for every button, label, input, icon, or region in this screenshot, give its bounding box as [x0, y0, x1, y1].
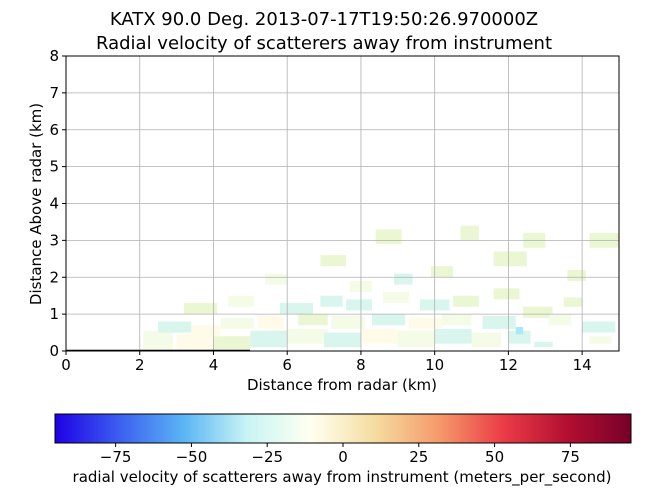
velocity-cell [158, 321, 192, 333]
velocity-cell [471, 332, 502, 348]
velocity-cell [287, 328, 328, 344]
x-tick-label: 0 [61, 356, 71, 374]
colorbar-tick-label: 0 [338, 448, 348, 466]
velocity-cell [567, 269, 586, 281]
velocity-cell [257, 315, 284, 329]
y-axis-label: Distance Above radar (km) [27, 103, 45, 305]
chart-title: KATX 90.0 Deg. 2013-07-17T19:50:26.97000… [109, 9, 539, 30]
velocity-cell [434, 328, 472, 344]
colorbar-tick-label: 50 [485, 448, 504, 466]
y-tick-label: 4 [49, 195, 59, 213]
velocity-cell [360, 328, 398, 344]
velocity-cell [430, 266, 454, 278]
velocity-cell [228, 295, 255, 307]
x-axis-ticks: 0 2 4 6 8 10 12 14 [61, 351, 592, 374]
velocity-cell [320, 255, 347, 267]
velocity-cell [371, 314, 406, 326]
x-tick-label: 6 [282, 356, 292, 374]
velocity-cell [515, 327, 524, 335]
chart-subtitle: Radial velocity of scatterers away from … [95, 33, 553, 54]
velocity-cell [320, 295, 343, 307]
y-tick-label: 3 [49, 231, 59, 249]
velocity-cell [375, 229, 402, 245]
velocity-cell [508, 330, 531, 344]
velocity-cell [453, 295, 479, 307]
velocity-cell [183, 303, 218, 315]
velocity-cell [548, 314, 572, 326]
x-tick-label: 12 [499, 356, 518, 374]
velocity-cell [265, 273, 288, 285]
x-tick-label: 4 [209, 356, 219, 374]
colorbar: −75 −50 −25 0 25 50 75 radial velocity of scat… [54, 413, 632, 487]
y-tick-label: 0 [49, 342, 59, 360]
velocity-cell [191, 325, 221, 337]
colorbar-tick-label: −75 [100, 448, 132, 466]
velocity-cell [250, 330, 288, 348]
velocity-cell [176, 334, 214, 350]
velocity-cell [298, 314, 328, 326]
x-axis-label: Distance from radar (km) [247, 376, 437, 394]
velocity-cell [563, 297, 583, 307]
velocity-cell [482, 315, 516, 329]
x-tick-label: 8 [356, 356, 366, 374]
velocity-cell [442, 314, 472, 326]
velocity-cell [383, 292, 409, 304]
colorbar-tick-label: 75 [561, 448, 580, 466]
y-axis-ticks: 0 1 2 3 4 5 6 7 8 [49, 47, 66, 360]
velocity-cell [324, 332, 361, 348]
velocity-cell [408, 317, 443, 329]
velocity-cell [279, 303, 314, 315]
velocity-cell [534, 341, 553, 348]
velocity-cell [582, 321, 616, 333]
velocity-cell [493, 251, 527, 267]
velocity-cell [143, 330, 173, 350]
y-tick-label: 6 [49, 121, 59, 139]
y-tick-label: 1 [49, 305, 59, 323]
colorbar-gradient [54, 413, 632, 444]
velocity-cells [143, 225, 619, 350]
y-tick-label: 8 [49, 47, 59, 65]
y-tick-label: 2 [49, 268, 59, 286]
colorbar-tick-label: 25 [409, 448, 428, 466]
velocity-cell [394, 273, 413, 285]
colorbar-label: radial velocity of scatterers away from … [73, 468, 612, 487]
x-tick-label: 2 [135, 356, 145, 374]
velocity-cell [493, 288, 520, 300]
velocity-cell [220, 317, 255, 329]
colorbar-tick-label: −25 [251, 448, 283, 466]
x-tick-label: 14 [573, 356, 592, 374]
velocity-cell [213, 336, 251, 350]
velocity-cell [589, 336, 612, 344]
colorbar-tick-label: −50 [176, 448, 208, 466]
y-tick-label: 5 [49, 158, 59, 176]
velocity-cell [331, 315, 365, 329]
velocity-cell [523, 306, 553, 318]
velocity-cell [397, 330, 435, 348]
x-tick-label: 10 [425, 356, 444, 374]
velocity-cell [346, 299, 372, 311]
velocity-cell [460, 225, 479, 241]
y-tick-label: 7 [49, 84, 59, 102]
colorbar-ticks: −75 −50 −25 0 25 50 75 [100, 443, 580, 466]
